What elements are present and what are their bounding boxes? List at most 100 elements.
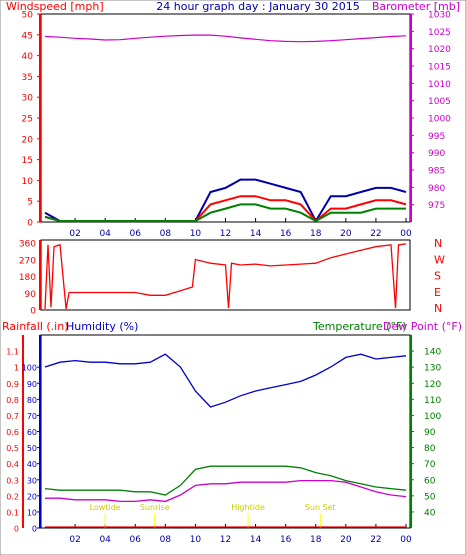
rain-tick-label: 0.4 [6,460,19,469]
hour-tick-label: 06 [130,229,142,239]
barometer-tick-label: 995 [428,132,445,142]
barometer-tick-label: 975 [428,201,445,211]
temperature-tick-label: 60 [424,476,436,486]
barometer-tick-label: 1010 [428,80,451,90]
tide-label: Hightide [231,503,265,512]
humidity-tick-label: 80 [27,396,37,405]
humidity-tick-label: 100 [22,364,37,373]
hour-tick-label: 14 [250,535,262,545]
barometer-tick-label: 980 [428,184,445,194]
windspeed-tick-label: 15 [22,156,33,166]
graph-title: 24 hour graph day : January 30 2015 [156,0,360,13]
tide-label: Sunrise [140,503,170,512]
windspeed-tick-label: 20 [22,135,34,145]
windspeed-tick-label: 10 [22,177,34,187]
windspeed-tick-label: 45 [22,31,33,41]
rain-tick-label: 1 [14,364,19,373]
barometer-tick-label: 990 [428,149,445,159]
hour-tick-label: 22 [370,535,381,545]
direction-tick-label: 270 [19,256,36,266]
humidity-tick-label: 50 [27,444,37,453]
hour-tick-label: 06 [130,535,142,545]
hour-tick-label: 02 [69,535,80,545]
hour-tick-label: 14 [250,229,262,239]
direction-tick-label: 180 [19,273,36,283]
humidity-tick-label: 90 [27,380,37,389]
windspeed-tick-label: 40 [22,52,34,62]
wind-baro-panel: 0510152025303540455097598098599099510001… [22,11,452,240]
rain-tick-label: 1.1 [6,348,19,357]
hour-tick-label: 18 [310,535,322,545]
barometer-tick-label: 1015 [428,63,451,73]
hour-tick-label: 04 [99,229,111,239]
temperature-tick-label: 140 [424,348,441,358]
hour-tick-label: 00 [400,535,412,545]
temperature-tick-label: 50 [424,492,436,502]
temperature-tick-label: 70 [424,460,436,470]
windspeed-tick-label: 5 [27,198,33,208]
humidity-tick-label: 20 [27,492,37,501]
windspeed-tick-label: 25 [22,115,33,125]
windspeed-tick-label: 35 [22,73,33,83]
barometer-tick-label: 1020 [428,45,451,55]
barometer-tick-label: 1005 [428,97,451,107]
hour-tick-label: 10 [190,229,202,239]
hour-tick-label: 04 [99,535,111,545]
rain-tick-label: 0.9 [6,380,19,389]
baro-series [44,34,407,43]
hour-tick-label: 10 [190,535,202,545]
humidity-axis-title: Humidity (%) [66,320,138,333]
dewpoint-series [45,479,407,503]
temperature-tick-label: 80 [424,444,436,454]
temperature-tick-label: 110 [424,396,441,406]
rain-tick-label: 0.1 [6,508,19,517]
hour-tick-label: 22 [370,229,381,239]
rain-tick-label: 0.3 [6,476,19,485]
barometer-tick-label: 1000 [428,115,451,125]
rain-tick-label: 0.7 [6,412,19,421]
temperature-tick-label: 40 [424,508,436,518]
hour-tick-label: 20 [340,535,352,545]
direction-tick-label: 0 [30,307,36,317]
humidity-tick-label: 0 [32,525,37,534]
rainfall-axis-title: Rainfall (.in) [2,320,69,333]
windspeed-tick-label: 30 [22,94,34,104]
hour-tick-label: 00 [400,229,412,239]
hour-tick-label: 16 [280,229,292,239]
hour-tick-label: 12 [220,535,231,545]
humidity-tick-label: 10 [27,508,37,517]
windspeed-tick-label: 50 [22,11,34,21]
temperature-axis-title: Temperature (°F) [312,320,407,333]
avg-series [44,203,406,223]
rain-tick-label: 0.6 [6,428,19,437]
hour-tick-label: 18 [310,229,322,239]
barometer-tick-label: 1030 [428,11,451,21]
windspeed-tick-label: 0 [27,219,33,229]
hour-tick-label: 16 [280,535,292,545]
hour-tick-label: 12 [220,229,231,239]
hour-tick-label: 20 [340,229,352,239]
temperature-tick-label: 130 [424,364,441,374]
hour-tick-label: 02 [69,229,80,239]
dewpoint-axis-title: Dew Point (°F) [383,320,462,333]
direction-tick-label: 90 [25,290,37,300]
barometer-tick-label: 1025 [428,28,451,38]
direction-tick-label: 360 [19,240,36,250]
temperature-tick-label: 120 [424,380,441,390]
rain-tick-label: 0.5 [6,444,19,453]
temperature-series [44,465,407,496]
tide-label: Sun Set [305,503,336,512]
humidity-series [44,353,407,408]
windspeed-axis-title: Windspeed [mph] [6,0,104,13]
compass-label: W [434,253,445,266]
hour-tick-label: 08 [160,535,172,545]
humidity-tick-label: 70 [27,412,37,421]
humidity-tick-label: 30 [27,476,37,485]
temperature-tick-label: 100 [424,412,441,422]
compass-label: S [434,270,441,283]
temp-humidity-panel: 0 0.1 0.2 0.3 0.4 0.5 0.6 0.7 0.8 0.9 1 1.1 0 10 20 30 4… [6,334,441,545]
compass-label: N [434,302,442,315]
